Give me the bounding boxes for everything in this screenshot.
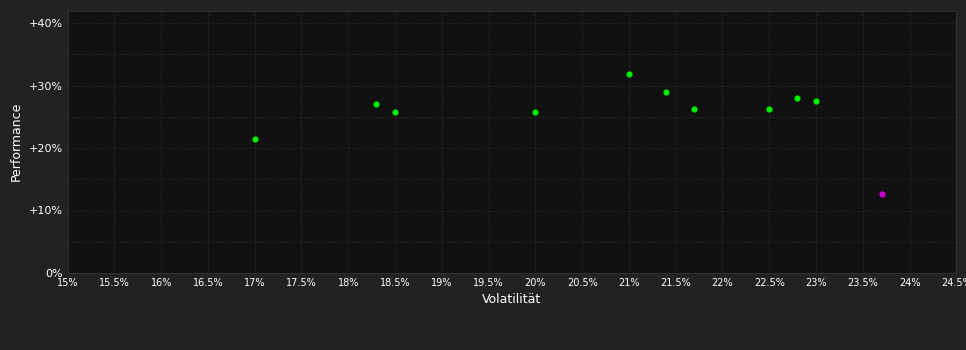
Point (809, 98, 824, 104)
Point (687, 106, 702, 111)
Point (387, 110, 403, 115)
Point (761, 106, 777, 111)
Point (659, 90, 674, 95)
Point (621, 71, 637, 77)
Point (247, 136, 263, 141)
Y-axis label: Performance: Performance (10, 102, 23, 181)
Point (527, 109, 543, 114)
X-axis label: Volatilität: Volatilität (482, 293, 542, 306)
Point (874, 191, 890, 197)
Point (369, 102, 384, 107)
Point (789, 95, 805, 101)
